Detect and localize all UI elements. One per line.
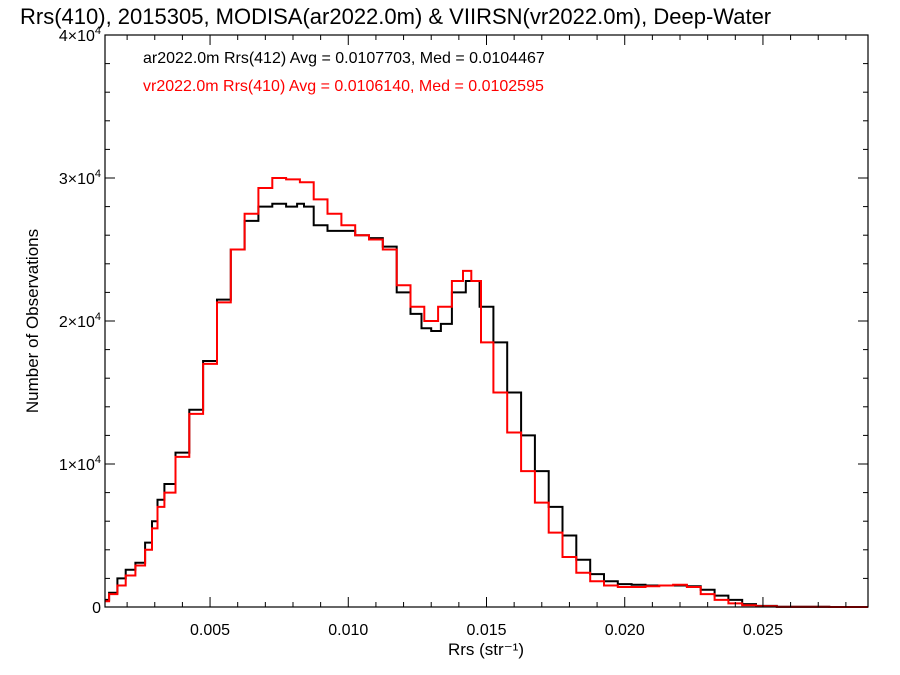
- y-tick-label: 1×104: [59, 454, 101, 474]
- legend-entry-2: vr2022.0m Rrs(410) Avg = 0.0106140, Med …: [143, 78, 544, 95]
- plot-frame: [104, 34, 869, 608]
- x-tick-label: 0.005: [190, 622, 230, 639]
- y-axis-label: Number of Observations: [23, 229, 42, 413]
- series-line-1: [105, 202, 868, 608]
- y-tick-label: 0: [92, 600, 101, 617]
- y-axis-ticks: 0 1×104 2×104 3×104 4×104: [59, 25, 868, 617]
- chart-title: Rrs(410), 2015305, MODISA(ar2022.0m) & V…: [20, 4, 771, 29]
- legend-entry-1: ar2022.0m Rrs(412) Avg = 0.0107703, Med …: [143, 50, 545, 67]
- legend: ar2022.0m Rrs(412) Avg = 0.0107703, Med …: [143, 50, 545, 95]
- y-tick-label: 2×104: [59, 311, 101, 331]
- series-line-2: [105, 177, 868, 608]
- x-axis-label: Rrs (str⁻¹): [448, 640, 524, 659]
- x-tick-label: 0.010: [328, 622, 368, 639]
- x-axis-ticks: 0.005 0.010 0.015 0.020 0.025: [126, 35, 847, 639]
- x-tick-label: 0.020: [605, 622, 645, 639]
- x-tick-label: 0.015: [466, 622, 506, 639]
- x-tick-label: 0.025: [743, 622, 783, 639]
- y-tick-label: 3×104: [59, 168, 101, 188]
- y-tick-label: 4×104: [59, 25, 101, 45]
- series-layer: [105, 177, 868, 608]
